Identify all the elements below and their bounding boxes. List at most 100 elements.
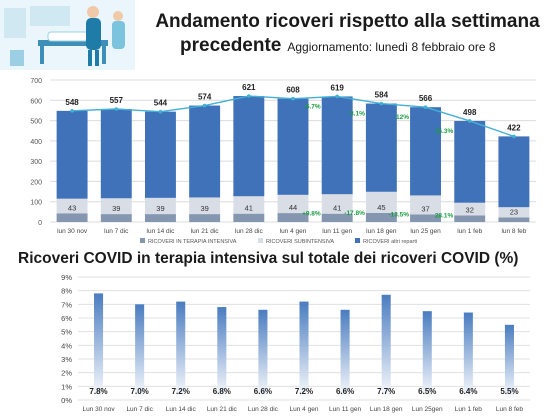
total-value-label: 574 xyxy=(198,93,212,102)
trend-point xyxy=(202,103,207,108)
trend-point xyxy=(247,94,251,98)
y-tick-label: 7% xyxy=(61,300,72,309)
bar-segment-3 xyxy=(100,109,132,199)
x-tick-label: Lun 25gen xyxy=(412,406,443,413)
trend-point xyxy=(335,94,339,99)
bar-segment-1 xyxy=(410,214,442,222)
pct-bar xyxy=(463,312,473,400)
bar-segment-2 xyxy=(277,194,309,214)
bar-segment-2 xyxy=(498,207,530,218)
x-tick-label: Lun 18 gen xyxy=(370,406,403,413)
x-tick-label: lun 18 gen xyxy=(366,228,397,235)
total-value-label: 544 xyxy=(154,99,168,108)
total-value-label: 422 xyxy=(507,123,521,132)
pct-value-label: 7.8% xyxy=(89,387,107,396)
y-tick-label: 8% xyxy=(61,287,72,296)
y-tick-label: 700 xyxy=(30,78,42,85)
percent-change-label: -5.7% xyxy=(304,103,321,110)
x-tick-label: lun 7 dic xyxy=(104,228,129,235)
x-tick-label: lun 25 gen xyxy=(410,228,441,235)
pct-bar xyxy=(422,311,432,400)
pct-bar xyxy=(299,301,309,400)
total-value-label: 621 xyxy=(242,83,256,92)
bar-segment-2 xyxy=(365,191,397,213)
icu-value-label: 23 xyxy=(510,207,518,216)
x-tick-label: Lun 28 dic xyxy=(248,406,279,413)
percent-change-label: -12% xyxy=(394,114,409,121)
header-illustration xyxy=(0,0,135,70)
bar-segment-2 xyxy=(321,194,353,214)
trend-point xyxy=(379,101,384,106)
bar-segment-3 xyxy=(233,96,265,197)
bar-segment-1 xyxy=(365,212,397,222)
trend-point xyxy=(291,96,295,101)
y-tick-label: 2% xyxy=(61,369,72,378)
bar-segment-1 xyxy=(454,215,486,222)
y-tick-label: 4% xyxy=(61,341,72,350)
icu-value-label: 37 xyxy=(421,204,429,213)
bar-segment-1 xyxy=(321,213,353,222)
bar-segment-2 xyxy=(56,198,88,214)
icu-percentage-bar-chart: 0% 1% 2% 3% 4% 5% 6% 7% 8% 9% 7.8% Lun 30 nov 7.0% Lu… xyxy=(61,273,530,413)
x-tick-label: lun 8 feb xyxy=(501,228,526,235)
bar-segment-2 xyxy=(144,197,176,215)
bar-segment-3 xyxy=(410,107,442,196)
bar-segment-2 xyxy=(100,198,132,215)
y-tick-label: 3% xyxy=(61,355,72,364)
title-line-2: precedente Aggiornamento: lunedì 8 febbra… xyxy=(140,34,555,59)
pct-bar xyxy=(176,301,186,400)
x-tick-label: Lun 4 gen xyxy=(290,406,319,413)
bar-segment-2 xyxy=(189,197,221,215)
y-tick-label: 600 xyxy=(30,98,42,105)
chart2-title: Ricoveri COVID in terapia intensiva sul … xyxy=(18,250,519,267)
icu-value-label: 45 xyxy=(377,203,385,212)
bar-segment-1 xyxy=(144,214,176,222)
trend-point xyxy=(423,105,428,109)
icu-value-label: 39 xyxy=(200,204,208,213)
trend-point xyxy=(70,109,74,113)
pct-bar xyxy=(94,293,104,400)
trend-point xyxy=(512,134,516,139)
icu-value-label: 43 xyxy=(68,203,76,212)
legend-swatch xyxy=(140,238,145,243)
bar-segment-3 xyxy=(365,103,397,192)
pct-bar xyxy=(217,307,227,400)
x-tick-label: Lun 11 gen xyxy=(329,406,361,413)
x-tick-label: Lun 8 feb xyxy=(496,406,523,413)
y-tick-label: 0 xyxy=(38,220,42,227)
y-tick-label: 9% xyxy=(61,273,72,282)
bar-segment-3 xyxy=(277,98,309,195)
icu-value-label: 41 xyxy=(245,204,253,213)
bar-segment-3 xyxy=(189,105,221,198)
total-value-label: 498 xyxy=(463,108,477,117)
bar-segment-2 xyxy=(233,196,265,214)
y-tick-label: 400 xyxy=(30,139,42,146)
pct-value-label: 6.5% xyxy=(418,387,436,396)
y-tick-label: 1% xyxy=(61,382,72,391)
icu-value-label: 32 xyxy=(466,206,474,215)
bar-segment-3 xyxy=(498,136,530,208)
pct-bar xyxy=(504,324,514,400)
icu-value-label: 44 xyxy=(289,203,297,212)
x-tick-label: Lun 30 nov xyxy=(82,406,115,413)
total-value-label: 548 xyxy=(65,98,79,107)
pct-value-label: 6.6% xyxy=(254,387,272,396)
bar-segment-3 xyxy=(321,96,353,195)
legend-label: RICOVERI altri reparti xyxy=(363,239,417,245)
total-value-label: 566 xyxy=(419,94,433,103)
trend-point xyxy=(114,107,119,111)
pct-value-label: 7.2% xyxy=(295,387,313,396)
x-tick-label: lun 11 gen xyxy=(322,228,352,235)
pct-value-label: 7.2% xyxy=(172,387,190,396)
percent-change-label: -13.5% xyxy=(388,211,409,218)
x-tick-label: lun 28 dic xyxy=(235,228,264,235)
pct-bar xyxy=(135,304,145,400)
legend-swatch xyxy=(355,238,360,243)
icu-value-label: 41 xyxy=(333,204,341,213)
icu-value-label: 39 xyxy=(112,204,120,213)
bar-segment-1 xyxy=(189,214,221,222)
trend-point xyxy=(158,109,163,114)
title-line-2-text: precedente xyxy=(180,35,282,56)
total-value-label: 557 xyxy=(110,96,124,105)
pct-bar xyxy=(340,309,350,400)
